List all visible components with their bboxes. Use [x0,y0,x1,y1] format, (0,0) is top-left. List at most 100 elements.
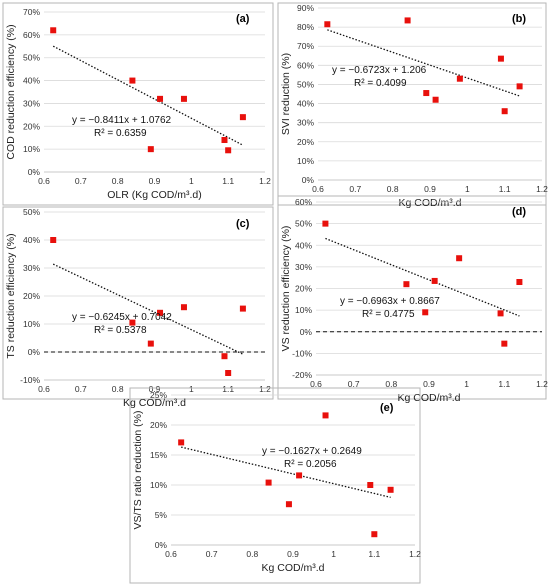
y-tick-label: 10% [297,156,314,166]
r-squared: R² = 0.4775 [362,309,415,320]
data-point [322,220,329,227]
x-tick-label: 1 [189,176,194,186]
x-axis-title: Kg COD/m³.d [261,562,324,574]
y-tick-label: 10% [150,480,167,490]
x-tick-label: 1 [189,384,194,394]
y-axis-title: VS/TS ratio reduction (%) [132,410,144,529]
x-tick-label: 1 [464,379,469,389]
panel-frame [129,387,421,584]
x-axis-title: Kg COD/m³.d [397,392,460,404]
x-tick-label: 0.7 [75,384,87,394]
data-point [497,310,504,317]
data-point [180,304,187,311]
x-tick-label: 1.1 [222,384,234,394]
x-tick-label: 0.9 [149,176,161,186]
x-tick-label: 0.8 [112,384,124,394]
x-tick-label: 0.6 [38,176,50,186]
data-point [147,146,154,153]
trend-equation: y = −0.1627x + 0.2649 [262,446,362,457]
y-tick-label: 10% [23,144,40,154]
data-point [404,17,411,24]
data-point [239,114,246,121]
panel-label: (c) [236,218,250,230]
data-point [129,319,136,326]
y-tick-label: 0% [300,327,313,337]
trend-equation: y = −0.6723x + 1.206 [332,65,427,76]
x-tick-label: 1.2 [409,549,421,559]
x-tick-label: 0.6 [312,184,324,194]
x-tick-label: 0.7 [348,379,360,389]
y-tick-label: 50% [295,219,312,229]
r-squared: R² = 0.5378 [94,325,147,336]
y-tick-label: -20% [292,370,312,380]
data-point [432,96,439,103]
trendline [52,45,244,146]
trendline [181,446,391,498]
y-tick-label: 60% [295,197,312,207]
y-tick-label: 15% [150,450,167,460]
y-tick-label: 50% [23,53,40,63]
y-tick-label: 5% [155,510,168,520]
panel-b: 0% 10% 20% 30% 40% 50% 60% 70% 80% 90% 0.6 0.7 0.8 0.… [277,2,548,209]
x-tick-label: 0.7 [75,176,87,186]
x-tick-label: 0.6 [38,384,50,394]
y-tick-label: 80% [297,22,314,32]
x-tick-label: 0.9 [424,184,436,194]
y-tick-label: 30% [23,263,40,273]
data-point [456,255,463,262]
data-point [239,305,246,312]
data-point [322,412,329,419]
panel-a: 0% 10% 20% 30% 40% 50% 60% 70% 0.6 0.7 0.8 0.9 1 1.1 1… [2,2,274,206]
x-axis-title: Kg COD/m³.d [123,397,186,409]
y-tick-label: 40% [297,99,314,109]
data-point [501,340,508,347]
x-tick-label: 0.8 [246,549,258,559]
y-tick-label: -10% [20,375,40,385]
data-point [324,21,331,28]
x-tick-label: 0.9 [149,384,161,394]
panel-c: -10% 0% 10% 20% 30% 40% 50% 0.6 0.7 0.8 0.9 1 1.1 1.2… [2,206,274,409]
data-point [431,277,438,284]
data-point [129,77,136,84]
y-tick-label: 50% [297,79,314,89]
data-point [371,531,378,538]
y-tick-label: 40% [295,240,312,250]
y-tick-label: 60% [23,30,40,40]
x-tick-label: 1.2 [259,384,271,394]
x-tick-label: 0.7 [206,549,218,559]
y-tick-label: 20% [23,121,40,131]
y-tick-label: 20% [23,291,40,301]
data-point [367,482,374,488]
data-point [178,439,185,446]
y-tick-label: 90% [297,3,314,13]
y-tick-label: 0% [155,540,168,550]
x-tick-label: 1.2 [536,184,548,194]
y-tick-label: 60% [297,60,314,70]
x-tick-label: 0.9 [423,379,435,389]
data-point [50,27,57,34]
y-axis-title: COD reduction efficiency (%) [5,24,17,159]
data-point [497,55,504,62]
y-tick-label: 70% [23,7,40,17]
panel-frame [277,195,547,400]
y-tick-label: 0% [28,167,41,177]
trend-equation: y = −0.6963x + 0.8667 [340,296,440,307]
data-point [516,83,523,90]
y-tick-label: 20% [150,420,167,430]
x-tick-label: 0.7 [349,184,361,194]
x-axis-title: OLR (Kg COD/m³.d) [107,189,202,201]
y-tick-label: 30% [23,98,40,108]
y-tick-label: 20% [295,284,312,294]
panel-label: (a) [236,13,250,25]
y-tick-label: 30% [295,262,312,272]
y-tick-label: 50% [23,207,40,217]
x-tick-label: 1 [465,184,470,194]
y-tick-label: 70% [297,41,314,51]
y-axis-title: TS reduction efficiency (%) [5,233,17,358]
panel-frame [2,2,274,206]
y-tick-label: 40% [23,235,40,245]
x-tick-label: 1.1 [368,549,380,559]
x-tick-label: 1.1 [499,184,511,194]
data-point [387,486,394,493]
